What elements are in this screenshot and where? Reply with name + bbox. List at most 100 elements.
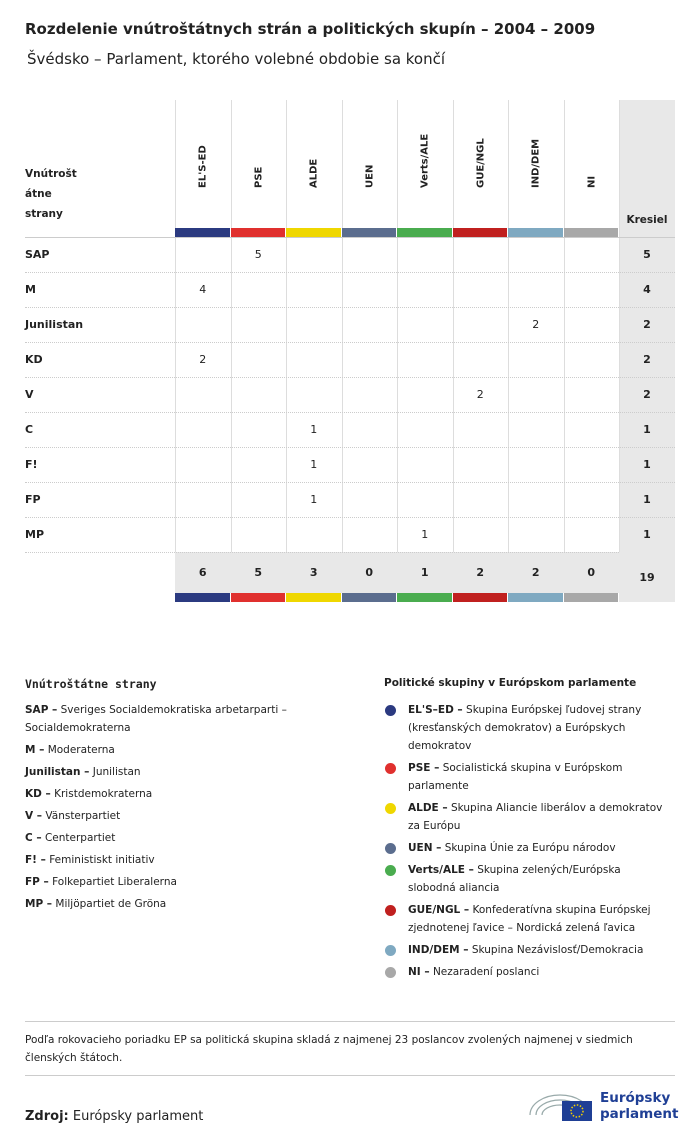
seat-count: 2 xyxy=(476,388,484,401)
legend-dot xyxy=(385,843,396,854)
divider xyxy=(25,1021,675,1022)
legend-key: PSE – xyxy=(408,762,440,774)
legend-text: Skupina Aliancie liberálov a demokratov … xyxy=(408,802,663,832)
legend-text: Vänsterpartiet xyxy=(45,810,121,822)
legend-dot xyxy=(385,763,396,774)
column-total: 3 xyxy=(309,566,318,579)
legend-text: Moderaterna xyxy=(47,744,115,756)
legend-dot xyxy=(385,905,396,916)
row-divider xyxy=(25,307,675,308)
group-header: IND/DEM xyxy=(530,138,542,188)
row-header: Vnútrošt xyxy=(25,168,77,180)
column-divider xyxy=(619,100,620,552)
seat-count: 1 xyxy=(310,458,318,471)
legend-title: Politické skupiny v Európskom parlamente xyxy=(384,677,637,689)
legend-item: Verts/ALE – Skupina zelených/Európska sl… xyxy=(408,861,670,897)
legend-text: Konfederatívna skupina Európskej zjednot… xyxy=(408,904,651,934)
legend-dot xyxy=(385,865,396,876)
legend-item: MP – Miljöpartiet de Gröna xyxy=(25,895,325,913)
row-total: 2 xyxy=(643,318,651,331)
source: Zdroj: Európsky parlament xyxy=(25,1109,203,1124)
legend-dot xyxy=(385,803,396,814)
group-header: GUE/NGL xyxy=(474,138,486,188)
column-total: 2 xyxy=(476,566,485,579)
party: C xyxy=(25,423,34,436)
column-divider xyxy=(508,100,509,552)
legend-text: Skupina zelených/Európska slobodná alian… xyxy=(408,864,621,894)
row-total: 1 xyxy=(643,458,651,471)
legend-item: C – Centerpartiet xyxy=(25,829,325,847)
legend-title: Vnútroštátne strany xyxy=(25,677,157,691)
column-divider xyxy=(286,100,287,552)
legend-key: KD – xyxy=(25,788,51,800)
source-label: Zdroj: xyxy=(25,1109,69,1124)
party: M xyxy=(25,283,36,296)
legend-text: Folkepartiet Liberalerna xyxy=(52,876,177,888)
row-header: átne xyxy=(25,188,52,200)
color-bar xyxy=(175,593,230,602)
legend-key: NI – xyxy=(408,966,430,978)
party: FP xyxy=(25,493,41,506)
legend-text: Skupina Európskej ľudovej strany (kresťa… xyxy=(408,704,642,752)
group-header: ALDE xyxy=(308,158,320,188)
seat-count: 1 xyxy=(310,423,318,436)
color-bar xyxy=(175,228,230,237)
legend-item: UEN – Skupina Únie za Európu národov xyxy=(408,839,670,857)
party: F! xyxy=(25,458,38,471)
row-total: 1 xyxy=(643,493,651,506)
legend-item: M – Moderaterna xyxy=(25,741,325,759)
column-total: 0 xyxy=(587,566,596,579)
logo-line: parlament xyxy=(600,1106,679,1122)
seat-count: 2 xyxy=(199,353,207,366)
legend-item: SAP – Sveriges Socialdemokratiska arbeta… xyxy=(25,701,325,737)
column-total: 2 xyxy=(531,566,540,579)
legend-key: UEN – xyxy=(408,842,442,854)
seat-count: 4 xyxy=(199,283,207,296)
row-divider xyxy=(25,517,675,518)
column-divider xyxy=(175,100,176,552)
legend-dot xyxy=(385,967,396,978)
party: MP xyxy=(25,528,45,541)
row-divider xyxy=(25,482,675,483)
legend-key: ALDE – xyxy=(408,802,448,814)
color-bar xyxy=(397,593,452,602)
legend-item: KD – Kristdemokraterna xyxy=(25,785,325,803)
totals-row-bg xyxy=(175,552,619,593)
color-bar xyxy=(341,593,396,602)
legend-key: Junilistan – xyxy=(25,766,90,778)
legend-item: FP – Folkepartiet Liberalerna xyxy=(25,873,325,891)
seat-count: 1 xyxy=(421,528,429,541)
group-header: PSE xyxy=(252,166,264,188)
party: V xyxy=(25,388,34,401)
row-divider xyxy=(25,447,675,448)
legend-text: Skupina Únie za Európu národov xyxy=(444,842,616,854)
row-divider xyxy=(25,552,675,553)
color-bar xyxy=(508,228,563,237)
note: Podľa rokovacieho poriadku EP sa politic… xyxy=(25,1034,633,1064)
color-bar xyxy=(341,228,396,237)
row-divider xyxy=(25,342,675,343)
column-divider xyxy=(341,100,343,552)
row-total: 5 xyxy=(643,248,651,261)
color-bar xyxy=(563,228,618,237)
party: KD xyxy=(25,353,43,366)
row-divider xyxy=(25,377,675,378)
legend-item: V – Vänsterpartiet xyxy=(25,807,325,825)
group-header: EL'S-ED xyxy=(197,145,209,188)
color-bar xyxy=(286,228,341,237)
legend-text: Centerpartiet xyxy=(44,832,116,844)
legend-key: GUE/NGL – xyxy=(408,904,470,916)
column-total: 6 xyxy=(198,566,207,579)
legend-key: SAP – xyxy=(25,704,58,716)
row-header: strany xyxy=(25,208,63,220)
party: Junilistan xyxy=(25,318,84,331)
legend-text: Miljöpartiet de Gröna xyxy=(55,898,167,910)
column-divider xyxy=(397,100,398,552)
legend-text: Feministiskt initiativ xyxy=(49,854,155,866)
seat-count: 1 xyxy=(310,493,318,506)
row-divider xyxy=(25,237,675,238)
row-total: 1 xyxy=(643,423,651,436)
logo-text: Európsky parlament xyxy=(600,1090,678,1122)
column-divider xyxy=(563,100,565,552)
column-divider xyxy=(452,100,454,552)
